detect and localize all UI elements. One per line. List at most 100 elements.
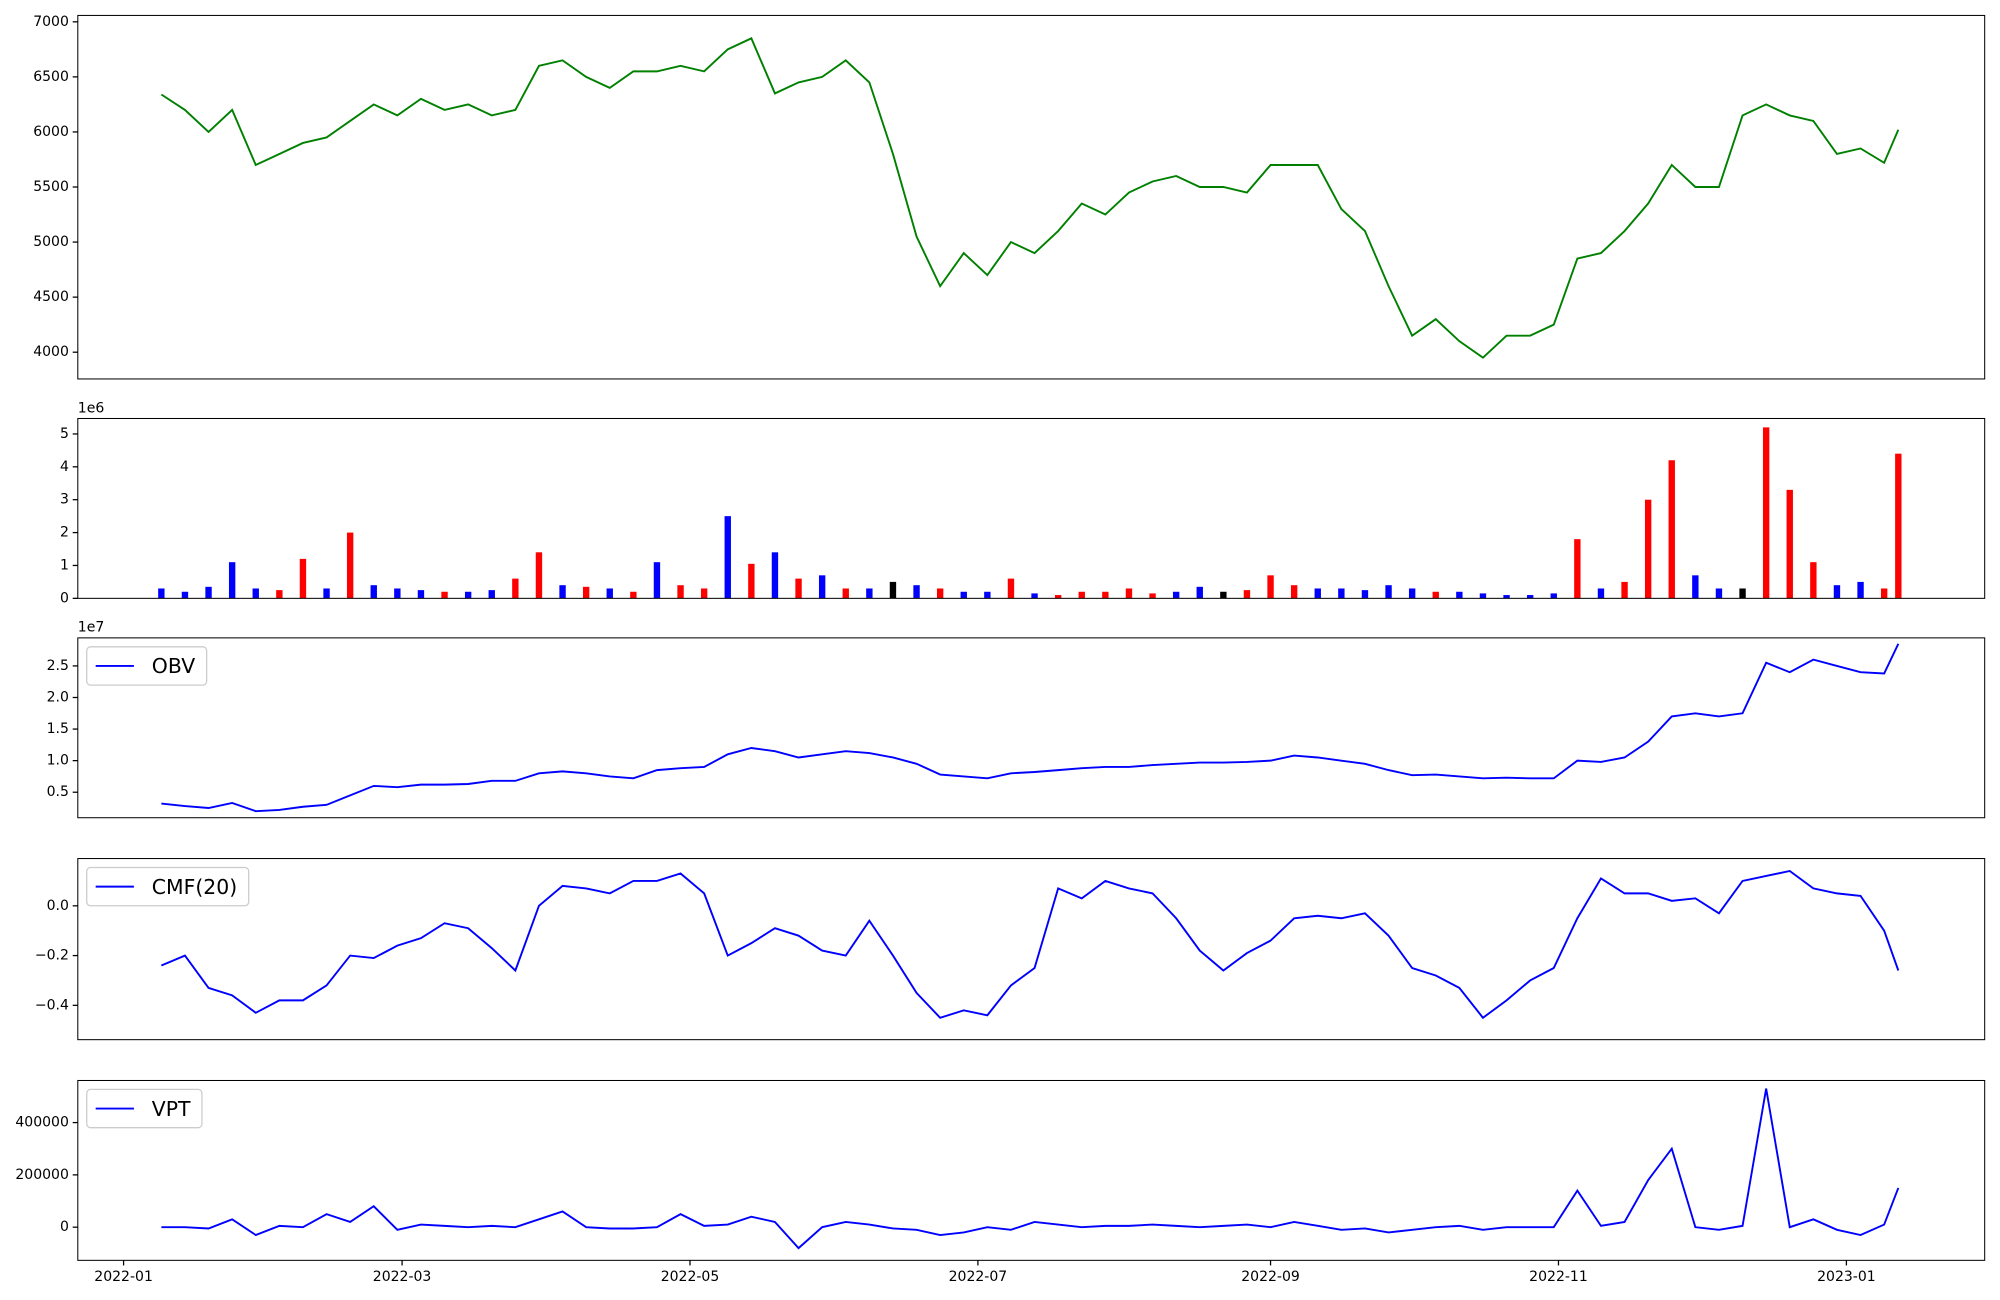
volume-bar	[771, 552, 779, 599]
y-tick-label: 0.5	[47, 784, 69, 800]
y-tick-label: 1	[60, 557, 69, 573]
volume-bar	[205, 586, 212, 599]
volume-bar	[1007, 578, 1015, 599]
volume-bar	[1786, 489, 1793, 599]
volume-bar	[1857, 581, 1864, 599]
volume-bar	[748, 563, 755, 599]
volume-bar	[1054, 595, 1062, 599]
volume-bar	[1810, 562, 1817, 599]
volume-bar	[1267, 575, 1274, 599]
volume-bar	[1385, 585, 1392, 599]
series-line	[160, 37, 1900, 359]
volume-bar	[1361, 590, 1369, 599]
x-tick-label: 2023-01	[1817, 1269, 1876, 1285]
volume-bar	[252, 588, 259, 599]
y-tick-label: 4000	[33, 344, 69, 360]
volume-bar	[299, 558, 307, 599]
y-tick-label: 7000	[33, 14, 69, 30]
y-tick-label: 400000	[15, 1115, 69, 1131]
volume-bar	[653, 562, 661, 599]
y-tick-label: 1.5	[47, 721, 69, 737]
y-tick-label: 0	[60, 1219, 69, 1235]
volume-bar	[464, 591, 472, 599]
volume-bar	[1172, 591, 1180, 599]
volume-bar	[630, 591, 637, 599]
volume-bar	[960, 591, 967, 599]
volume-bar	[1338, 588, 1345, 599]
x-tick-label: 2022-09	[1241, 1269, 1300, 1285]
volume-bar	[1644, 499, 1652, 599]
y-tick-label: 0.0	[47, 898, 69, 914]
volume-bar	[1196, 586, 1203, 599]
volume-bar	[417, 590, 425, 599]
axes-frame	[77, 858, 1986, 1041]
volume-bar	[677, 585, 684, 599]
volume-bar	[795, 578, 802, 599]
volume-bar	[441, 591, 448, 599]
volume-bar	[1432, 591, 1439, 599]
legend-box	[86, 646, 208, 686]
volume-bar	[1762, 427, 1770, 599]
volume-bar	[1479, 593, 1487, 599]
x-tick-label: 2022-03	[373, 1269, 432, 1285]
volume-bar	[1550, 593, 1557, 599]
volume-bar	[1574, 539, 1581, 599]
legend-label: OBV	[152, 654, 195, 678]
volume-bar	[1149, 593, 1156, 599]
volume-bar	[1880, 588, 1888, 599]
volume-bar	[700, 588, 708, 599]
volume-bar	[606, 588, 613, 599]
volume-bar	[582, 586, 590, 599]
volume-bar	[181, 591, 189, 599]
volume-bar	[1692, 575, 1699, 599]
offset-label: 1e6	[78, 400, 105, 416]
volume-bar	[488, 590, 495, 599]
legend-label: CMF(20)	[152, 875, 237, 899]
volume-bar	[559, 585, 566, 599]
volume-bar	[394, 588, 401, 599]
volume-bar	[276, 590, 283, 599]
volume-bar	[1102, 591, 1109, 599]
volume-bar	[1526, 595, 1534, 599]
axes-frame	[77, 1079, 1986, 1261]
volume-bar	[1078, 591, 1085, 599]
volume-bar	[1125, 588, 1133, 599]
axes-frame	[77, 14, 1986, 380]
y-tick-label: 5000	[33, 234, 69, 250]
y-tick-label: 0	[60, 590, 69, 606]
y-tick-label: 4	[60, 459, 69, 475]
volume-bar	[936, 588, 944, 599]
volume-bar	[1220, 591, 1227, 599]
volume-bar	[724, 516, 731, 599]
volume-bar	[535, 552, 543, 599]
volume-bar	[512, 578, 519, 599]
x-tick-label: 2022-01	[94, 1269, 153, 1285]
y-tick-label: −0.4	[35, 997, 69, 1013]
y-tick-label: 2.0	[47, 689, 69, 705]
x-tick-label: 2022-07	[949, 1269, 1008, 1285]
volume-bar	[818, 575, 826, 599]
volume-bar	[1895, 453, 1902, 599]
axes-frame	[77, 417, 1986, 599]
volume-bar	[1668, 460, 1675, 599]
volume-bar	[913, 585, 920, 599]
volume-bar	[1456, 591, 1463, 599]
y-tick-label: 200000	[15, 1167, 69, 1183]
offset-label: 1e7	[78, 620, 104, 636]
volume-bar	[1739, 588, 1746, 599]
legend-box	[86, 866, 250, 907]
y-tick-label: 5500	[33, 179, 69, 195]
volume-bar	[1597, 588, 1605, 599]
volume-bar	[1408, 588, 1416, 599]
series-line	[161, 1088, 1900, 1250]
volume-bar	[842, 588, 849, 599]
y-tick-label: 4500	[33, 289, 69, 305]
volume-bar	[346, 532, 354, 599]
volume-bar	[1503, 595, 1510, 599]
volume-bar	[984, 591, 991, 599]
y-tick-label: 6000	[33, 124, 69, 140]
y-tick-label: 1.0	[47, 753, 69, 769]
y-tick-label: −0.2	[35, 948, 69, 964]
volume-bar	[1715, 588, 1723, 599]
